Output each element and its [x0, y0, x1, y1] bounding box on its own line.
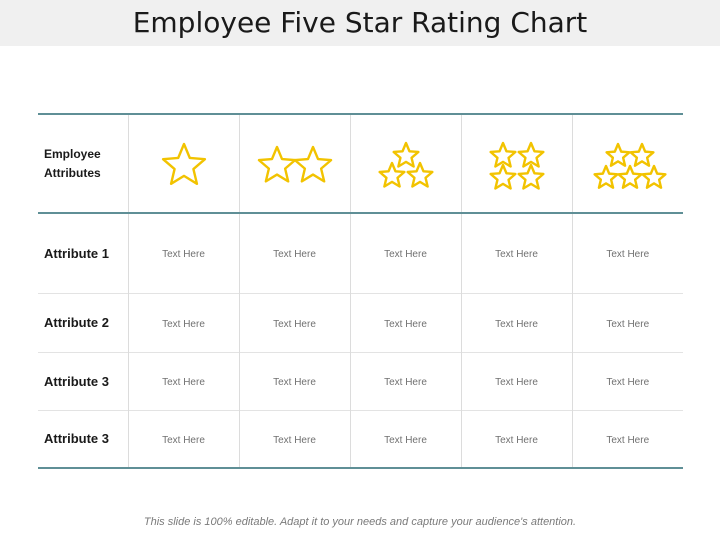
cell-text: Text Here: [495, 318, 538, 330]
cell-text: Text Here: [495, 377, 538, 388]
cell-text: Text Here: [606, 377, 650, 388]
star-rating-cell-3: [349, 114, 461, 213]
row-label: Attribute 3: [44, 373, 109, 389]
star-icon: [405, 161, 434, 188]
cell-text: Text Here: [384, 318, 427, 330]
cell-text: Text Here: [606, 249, 650, 261]
row-label: Attribute 2: [44, 315, 109, 330]
star-icon: [516, 163, 545, 190]
slide-footer-note: This slide is 100% editable. Adapt it to…: [143, 516, 577, 528]
star-icon: [617, 164, 643, 189]
page-title: Employee Five Star Rating Chart: [132, 6, 588, 39]
star-rating-cell-4: [460, 114, 572, 213]
star-rating-2: [257, 145, 332, 183]
cell-text: Text Here: [162, 249, 205, 261]
star-icon: [488, 163, 517, 190]
star-icon: [257, 145, 296, 183]
cell-text: Text Here: [606, 318, 650, 330]
rating-table: Employee Attributes Attribute 1 Text Her…: [38, 113, 683, 469]
cell-text: Text Here: [384, 377, 427, 388]
star-rating-1: [161, 142, 206, 185]
star-icon: [391, 141, 420, 168]
star-icon: [593, 164, 619, 189]
cell-text: Text Here: [273, 434, 316, 446]
star-rating-cell-2: [238, 114, 350, 213]
star-rating-3: [377, 141, 434, 188]
star-rating-cell-1: [127, 114, 239, 213]
cell-text: Text Here: [162, 318, 205, 330]
table-row: Attribute 3 Text Here Text Here Text Her…: [38, 410, 683, 468]
star-rating-4: [488, 141, 545, 190]
table-row: Attribute 3 Text Here Text Here Text Her…: [38, 352, 683, 410]
star-icon: [377, 161, 406, 188]
title-bar: [0, 0, 720, 46]
header-label-cell: Employee Attributes: [38, 114, 128, 213]
cell-text: Text Here: [384, 249, 427, 261]
row-label: Attribute 1: [44, 245, 109, 261]
header-label-line-2: Attributes: [44, 165, 101, 180]
cell-text: Text Here: [384, 434, 427, 446]
star-rating-cell-5: [571, 114, 683, 213]
row-label: Attribute 3: [44, 431, 109, 447]
star-icon: [641, 164, 667, 189]
table-row: Attribute 2 Text Here Text Here Text Her…: [38, 293, 683, 352]
cell-text: Text Here: [273, 318, 316, 330]
star-icon: [605, 142, 631, 167]
star-icon: [161, 142, 206, 185]
table-row: Attribute 1 Text Here Text Here Text Her…: [38, 213, 683, 293]
star-icon: [629, 142, 655, 167]
cell-text: Text Here: [273, 249, 316, 261]
star-rating-5: [593, 142, 667, 189]
star-icon: [488, 141, 517, 168]
star-icon: [293, 145, 332, 183]
cell-text: Text Here: [606, 434, 650, 446]
header-label-line-1: Employee: [44, 146, 101, 161]
cell-text: Text Here: [273, 377, 316, 388]
table-header-row: Employee Attributes: [38, 114, 683, 213]
cell-text: Text Here: [495, 249, 538, 261]
star-icon: [516, 141, 545, 168]
cell-text: Text Here: [162, 434, 205, 446]
cell-text: Text Here: [495, 434, 538, 446]
cell-text: Text Here: [162, 377, 205, 388]
